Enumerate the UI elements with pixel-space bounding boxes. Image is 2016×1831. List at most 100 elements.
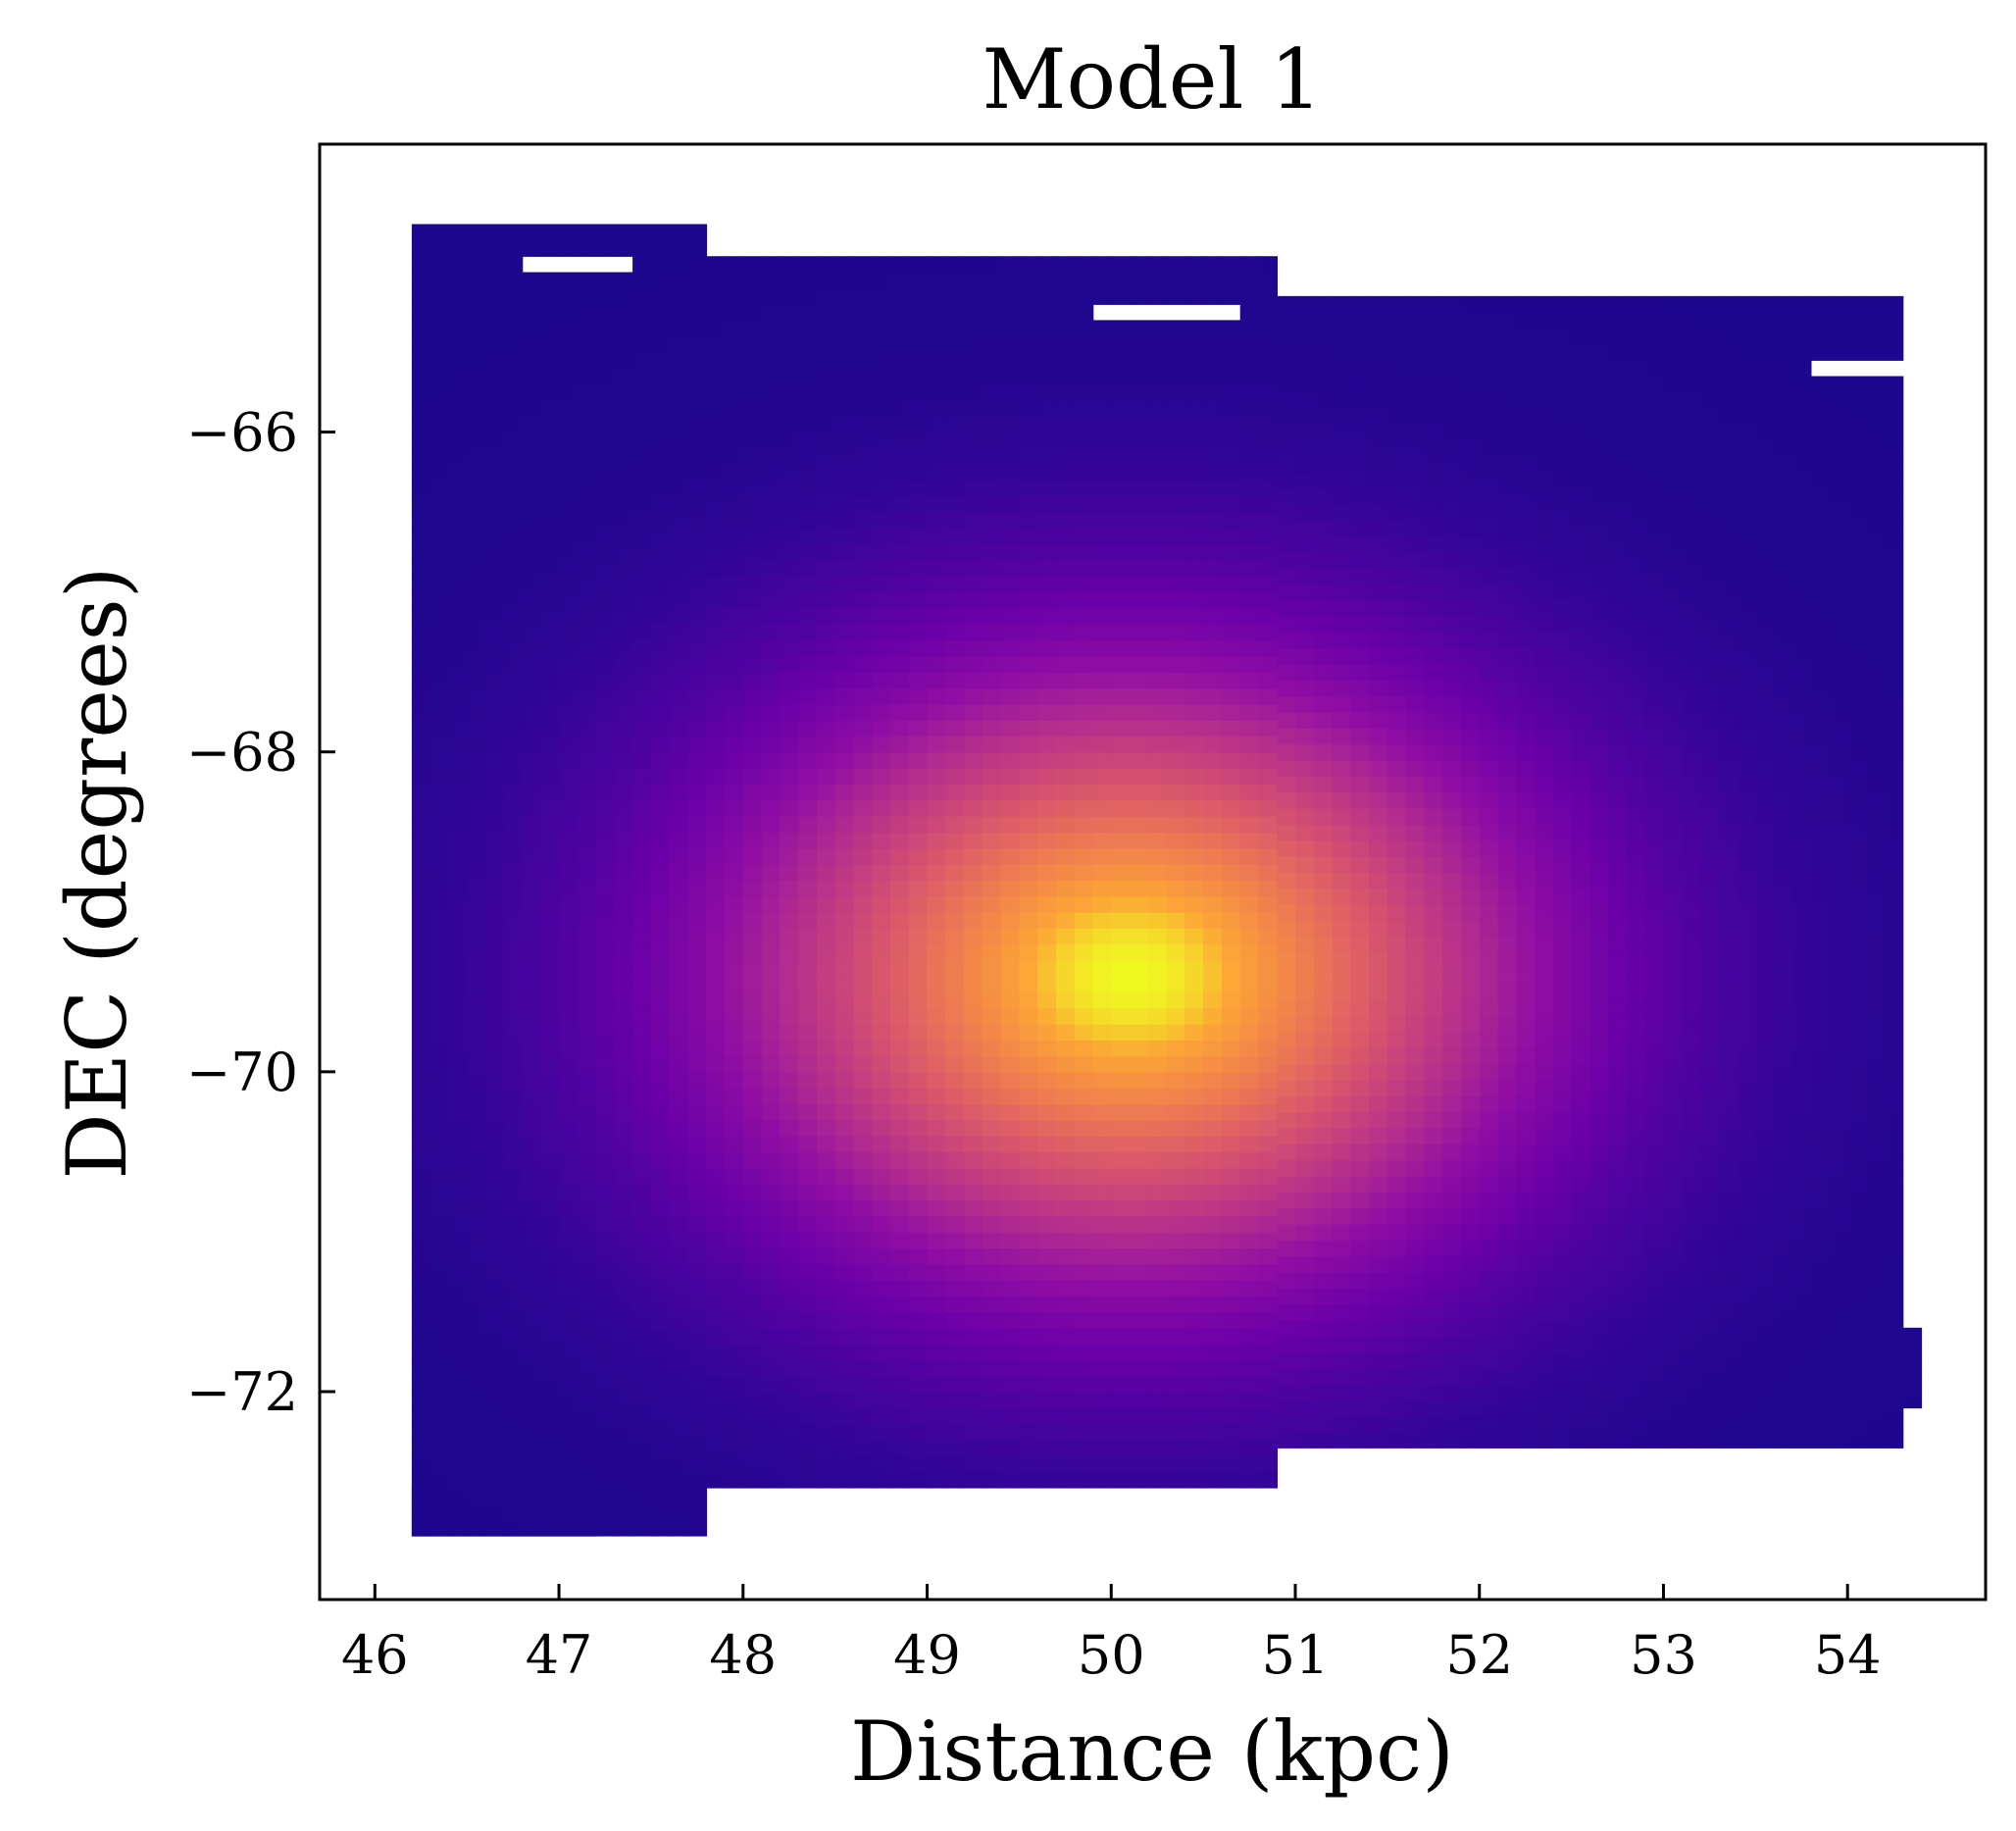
heat-cell-1086 [650, 1103, 671, 1121]
heat-cell-3743 [1277, 503, 1296, 521]
heat-cell-4144 [1386, 999, 1407, 1017]
heat-cell-953 [614, 624, 633, 641]
heat-cell-2578 [1000, 832, 1021, 849]
heat-cell-4684 [1516, 424, 1536, 441]
heat-cell-1000 [632, 1167, 652, 1185]
heat-cell-271 [467, 1119, 486, 1137]
heat-cell-1381 [706, 272, 726, 289]
heat-cell-3176 [1147, 1071, 1168, 1089]
heat-cell-948 [614, 703, 633, 721]
heat-cell-4512 [1479, 872, 1499, 890]
heat-cell-1125 [650, 480, 671, 497]
heat-cell-2992 [1092, 368, 1113, 385]
heat-cell-2971 [1092, 703, 1113, 721]
heat-cell-108 [429, 1103, 450, 1121]
heat-cell-1930 [853, 1344, 873, 1361]
heat-cell-861 [595, 799, 616, 817]
heat-cell-3843 [1313, 1207, 1334, 1225]
heat-cell-238 [448, 335, 468, 353]
heat-cell-2332 [945, 1071, 965, 1089]
heat-cell-4472 [1461, 360, 1481, 378]
heat-cell-2807 [1055, 863, 1076, 881]
heat-cell-900 [614, 1471, 633, 1489]
heat-cell-2387 [964, 1423, 983, 1441]
heat-cell-4846 [1571, 1288, 1591, 1305]
heat-cell-1615 [780, 1455, 799, 1473]
heat-cell-3533 [1239, 1439, 1260, 1456]
heat-cell-1886 [834, 815, 855, 833]
heat-cell-1427 [725, 768, 744, 786]
heat-cell-1190 [669, 751, 689, 769]
heat-cell-2622 [1019, 1359, 1038, 1377]
heat-cell-4153 [1386, 855, 1407, 873]
heat-cell-2690 [1019, 272, 1038, 289]
heat-cell-1986 [853, 447, 873, 465]
heat-cell-4932 [1589, 1063, 1609, 1081]
heat-cell-3278 [1166, 655, 1186, 673]
heat-cell-957 [614, 560, 633, 578]
heat-cell-965 [614, 432, 633, 449]
heat-cell-1780 [816, 1279, 836, 1297]
heat-cell-3231 [1166, 1407, 1186, 1425]
heat-cell-3369 [1184, 416, 1204, 433]
heat-cell-454 [503, 815, 524, 833]
heat-cell-1476 [742, 1215, 763, 1233]
heat-cell-4824 [1552, 487, 1573, 505]
heat-cell-4021 [1350, 664, 1370, 682]
heat-cell-4908 [1571, 295, 1591, 313]
heat-cell-4352 [1442, 1127, 1462, 1144]
heat-cell-1524 [742, 447, 763, 465]
heat-cell-2513 [982, 639, 1002, 657]
heat-cell-3975 [1350, 1399, 1370, 1417]
heat-cell-223 [448, 576, 468, 593]
heat-cell-4963 [1589, 568, 1609, 585]
heat-cell-3150 [1130, 256, 1149, 274]
heat-cell-4430 [1461, 1032, 1481, 1049]
heat-cell-414 [503, 1455, 524, 1473]
heat-cell-4550 [1497, 1415, 1518, 1433]
heat-cell-1583 [761, 736, 781, 753]
heat-cell-4216 [1405, 999, 1426, 1017]
heat-cell-5 [411, 1439, 431, 1456]
heat-cell-633 [540, 560, 560, 578]
heat-cell-3122 [1130, 720, 1149, 737]
heat-cell-744 [577, 1375, 597, 1393]
heat-cell-1325 [706, 1167, 726, 1185]
heat-cell-2995 [1092, 320, 1113, 337]
heat-cell-1999 [872, 1471, 891, 1489]
heat-cell-1650 [780, 895, 799, 913]
heat-cell-2715 [1037, 1103, 1057, 1121]
heat-cell-1873 [834, 1023, 855, 1041]
heat-cell-2139 [890, 464, 910, 482]
heat-cell-3551 [1239, 1151, 1260, 1169]
heat-cell-2515 [982, 607, 1002, 625]
heat-cell-2386 [964, 1439, 983, 1456]
heat-cell-2496 [982, 911, 1002, 929]
heat-cell-1813 [816, 751, 836, 769]
heat-cell-2266 [927, 895, 947, 913]
heat-cell-4574 [1497, 1032, 1518, 1049]
heat-cell-2862 [1074, 1215, 1094, 1233]
heat-cell-616 [540, 832, 560, 849]
heat-cell-349 [485, 1184, 505, 1201]
heat-cell-2937 [1092, 1247, 1113, 1265]
heat-cell-2751 [1037, 528, 1057, 545]
heat-cell-3553 [1239, 1119, 1260, 1137]
heat-cell-3301 [1166, 272, 1186, 289]
heat-cell-815 [577, 224, 597, 241]
heat-cell-3381 [1203, 1439, 1223, 1456]
heat-cell-4103 [1369, 503, 1388, 521]
heat-cell-1089 [650, 1055, 671, 1073]
heat-cell-4253 [1405, 408, 1426, 426]
heat-cell-3292 [1166, 432, 1186, 449]
heat-cell-2398 [964, 1247, 983, 1265]
heat-cell-461 [503, 703, 524, 721]
heat-cell-4215 [1405, 1015, 1426, 1033]
heat-cell-2440 [964, 576, 983, 593]
heat-cell-4843 [1571, 1335, 1591, 1352]
heat-cell-103 [429, 1184, 450, 1201]
heat-cell-3638 [1258, 992, 1278, 1009]
heat-cell-4251 [1405, 439, 1426, 457]
heat-cell-3706 [1277, 1095, 1296, 1113]
heat-cell-3384 [1203, 1392, 1223, 1409]
